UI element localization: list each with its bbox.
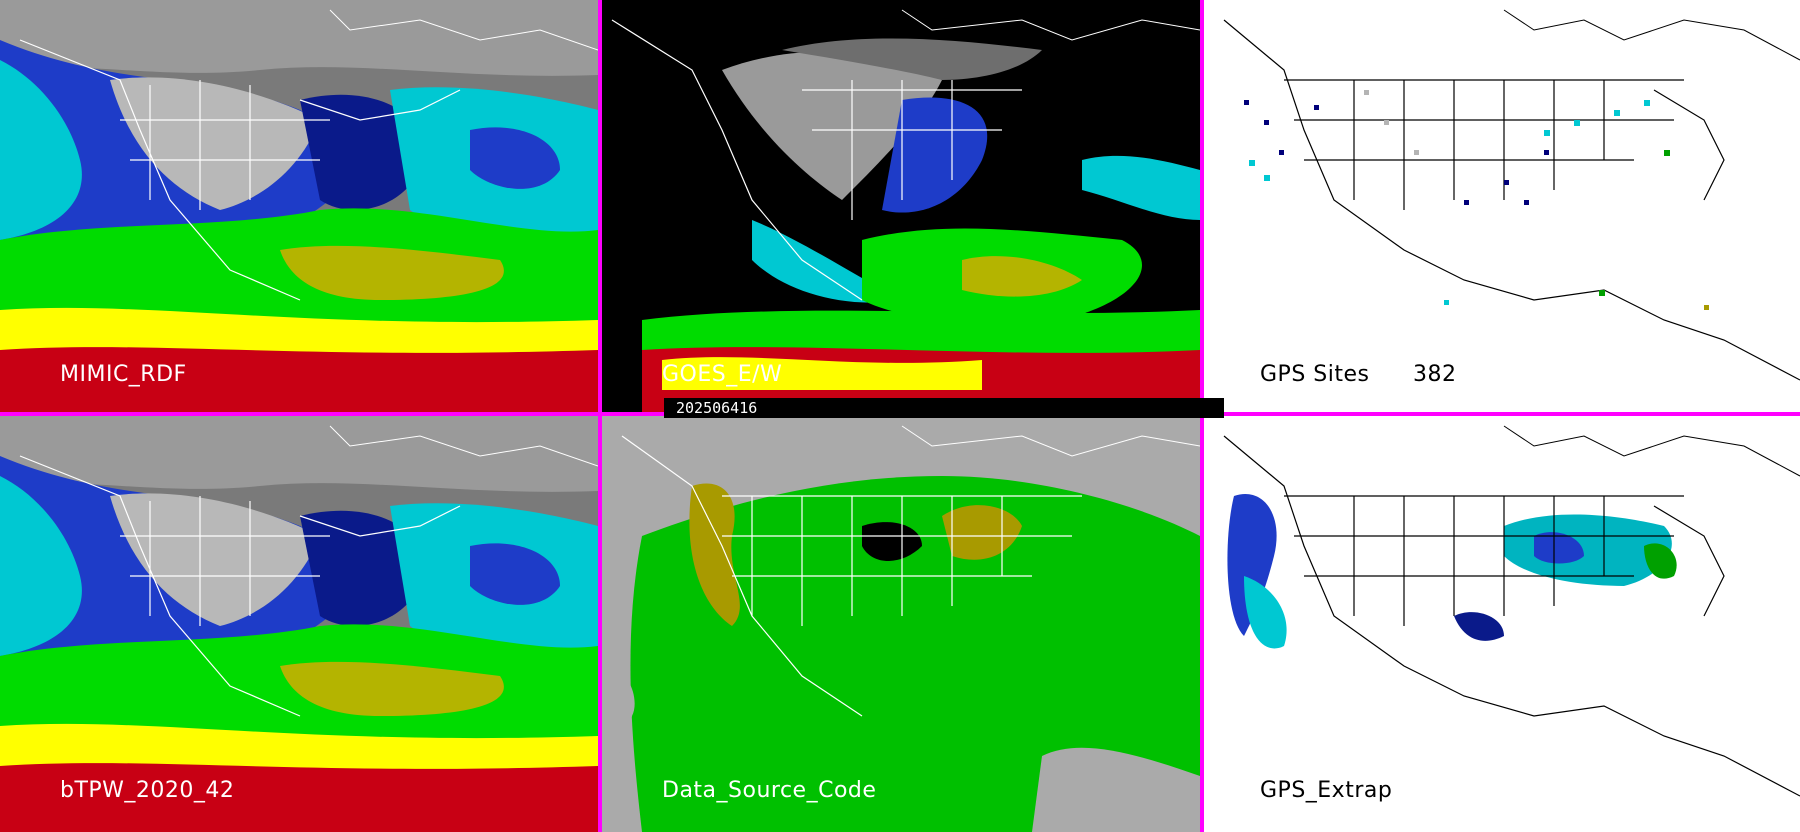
gps-extrap-map [1204, 416, 1800, 832]
goes-map [602, 0, 1200, 412]
btpw-label: bTPW_2020_42 [60, 778, 235, 803]
btpw-map [0, 416, 598, 832]
data-source-label: Data_Source_Code [662, 778, 877, 803]
gps-sites-title: GPS Sites [1260, 362, 1370, 387]
timestamp-bar: 202506416 [664, 398, 1224, 418]
mimic-rdf-label: MIMIC_RDF [60, 362, 187, 387]
mimic-rdf-panel: MIMIC_RDF [0, 0, 598, 412]
gps-sites-label: GPS Sites 382 [1260, 362, 1456, 387]
mimic-rdf-map [0, 0, 598, 412]
btpw-panel: bTPW_2020_42 [0, 416, 598, 832]
gps-extrap-label: GPS_Extrap [1260, 778, 1393, 803]
goes-label: GOES_E/W [662, 362, 783, 387]
goes-panel: GOES_E/W [602, 0, 1200, 412]
gps-sites-map [1204, 0, 1800, 412]
data-source-panel: Data_Source_Code [602, 416, 1200, 832]
data-source-map [602, 416, 1200, 832]
gps-extrap-panel: GPS_Extrap [1204, 416, 1800, 832]
gps-sites-count: 382 [1412, 362, 1457, 387]
gps-sites-panel: GPS Sites 382 [1204, 0, 1800, 412]
